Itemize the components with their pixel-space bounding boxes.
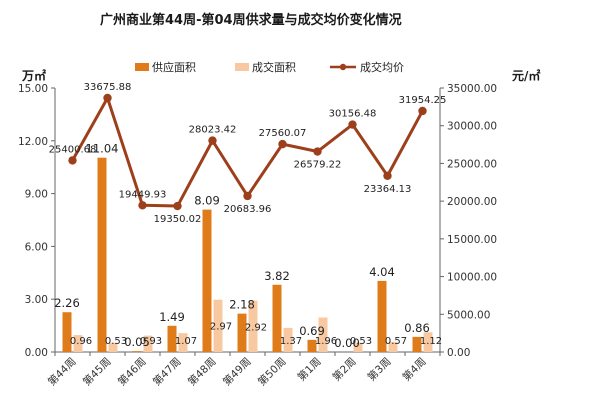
supply-data-label: 0.86 — [404, 321, 430, 335]
supply-bar — [412, 336, 422, 352]
left-axis-tick-label: 0.00 — [25, 347, 48, 359]
supply-data-label: 8.09 — [194, 194, 220, 208]
price-data-label: 28023.42 — [189, 125, 237, 136]
deal-bar — [73, 335, 83, 352]
supply-data-label: 0.00 — [334, 336, 360, 350]
left-axis-tick-label: 15.00 — [18, 83, 48, 95]
deal-data-label: 1.07 — [175, 336, 197, 347]
right-axis-unit: 元/㎡ — [512, 68, 540, 83]
price-marker — [313, 147, 322, 156]
legend: 供应面积 成交面积 成交均价 — [135, 60, 404, 74]
price-data-label: 31954.25 — [399, 95, 447, 106]
legend-label-price: 成交均价 — [360, 60, 404, 74]
price-data-label: 25400.68 — [49, 144, 97, 155]
price-marker — [138, 201, 147, 210]
left-axis-tick-label: 9.00 — [25, 189, 48, 201]
supply-data-label: 3.82 — [264, 269, 290, 283]
legend-label-supply: 供应面积 — [152, 60, 196, 74]
price-marker — [173, 201, 182, 211]
left-axis-tick-label: 12.00 — [18, 136, 48, 148]
supply-bar — [132, 351, 142, 352]
legend-swatch-price-marker — [339, 63, 347, 71]
supply-data-label: 2.18 — [229, 298, 255, 312]
deal-data-label: 1.12 — [420, 336, 442, 347]
right-axis-tick-label: 15000.00 — [447, 234, 497, 246]
deal-bar — [283, 327, 293, 352]
left-axis-tick-label: 6.00 — [25, 241, 48, 253]
supply-data-label: 4.04 — [369, 265, 395, 279]
supply-bar — [202, 209, 212, 352]
supply-bar — [272, 284, 282, 352]
right-axis-tick-label: 30000.00 — [447, 121, 497, 133]
right-axis-tick-label: 0.00 — [447, 347, 470, 359]
price-data-label: 20683.96 — [224, 204, 272, 215]
supply-data-label: 0.69 — [299, 324, 325, 338]
right-axis-tick-label: 35000.00 — [447, 83, 497, 95]
price-data-label: 27560.07 — [259, 128, 307, 139]
legend-swatch-supply — [135, 63, 149, 71]
price-marker — [243, 191, 252, 201]
deal-data-label: 1.96 — [315, 336, 337, 347]
supply-data-label: 2.26 — [54, 296, 80, 310]
left-axis-unit: 万㎡ — [21, 68, 46, 83]
price-line-group — [68, 93, 427, 211]
deal-data-label: 2.97 — [210, 322, 232, 333]
bars-group — [62, 157, 433, 352]
price-data-label: 19350.02 — [154, 214, 202, 225]
deal-data-label: 0.53 — [105, 336, 127, 347]
supply-bar — [237, 313, 247, 352]
deal-bar — [248, 300, 258, 352]
deal-bar — [388, 341, 398, 352]
price-marker — [278, 139, 287, 149]
data-labels-group: 2.26 11.04 0.05 1.49 8.09 2.18 3.82 0.69 0.00 4.0… — [49, 82, 447, 350]
price-data-label: 33675.88 — [84, 82, 132, 93]
supply-bar — [62, 312, 72, 352]
left-axis-tick-label: 3.00 — [25, 294, 48, 306]
price-marker — [103, 93, 112, 103]
deal-data-label: 0.96 — [70, 336, 92, 347]
legend-swatch-deal — [235, 63, 249, 71]
legend-label-deal: 成交面积 — [252, 60, 296, 74]
deal-bar — [178, 333, 188, 352]
supply-bar — [377, 280, 387, 352]
price-marker — [208, 136, 217, 145]
deal-data-label: 0.93 — [140, 336, 162, 347]
deal-data-label: 0.57 — [385, 336, 407, 347]
supply-data-label: 0.05 — [124, 335, 150, 349]
deal-bar — [108, 342, 118, 352]
price-marker — [383, 171, 392, 180]
supply-bar — [167, 325, 177, 352]
right-axis-tick-label: 20000.00 — [447, 196, 497, 208]
deal-bar — [353, 342, 363, 352]
deal-bar — [143, 335, 153, 352]
deal-data-label: 0.53 — [350, 336, 372, 347]
supply-bar — [307, 339, 317, 352]
price-data-label: 30156.48 — [329, 109, 377, 120]
price-marker — [348, 120, 357, 129]
price-data-label: 19449.93 — [119, 189, 167, 200]
deal-bar — [318, 317, 328, 352]
right-axis-tick-label: 5000.00 — [447, 309, 490, 321]
deal-data-label: 1.37 — [280, 336, 302, 347]
deal-bar — [423, 332, 433, 352]
deal-data-label: 2.92 — [245, 323, 267, 334]
supply-data-label: 11.04 — [86, 142, 119, 156]
right-axis-tick-label: 10000.00 — [447, 272, 497, 284]
right-axis-tick-label: 25000.00 — [447, 158, 497, 170]
supply-bar — [97, 157, 107, 352]
price-marker — [68, 156, 77, 165]
price-data-label: 23364.13 — [364, 184, 412, 195]
deal-bar — [213, 299, 223, 352]
supply-data-label: 1.49 — [159, 310, 185, 324]
price-marker — [418, 106, 427, 116]
price-data-label: 26579.22 — [294, 160, 342, 171]
chart-title: 广州商业第44周-第04周供求量与成交均价变化情况 — [100, 12, 402, 28]
